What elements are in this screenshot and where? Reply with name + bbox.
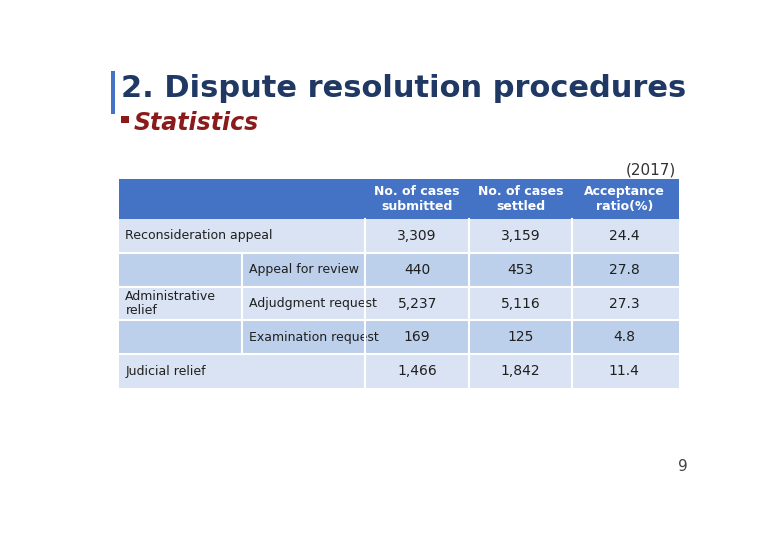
Text: 440: 440 — [404, 262, 431, 276]
FancyBboxPatch shape — [112, 71, 115, 114]
Text: 3,159: 3,159 — [501, 229, 541, 243]
Text: 24.4: 24.4 — [609, 229, 640, 243]
Text: Appeal for review: Appeal for review — [249, 263, 359, 276]
Text: Judicial relief: Judicial relief — [126, 364, 206, 378]
Text: 1,842: 1,842 — [501, 364, 541, 378]
FancyBboxPatch shape — [121, 116, 129, 123]
Text: 1,466: 1,466 — [397, 364, 437, 378]
Text: 5,116: 5,116 — [501, 296, 541, 310]
FancyBboxPatch shape — [119, 320, 679, 354]
Text: (2017): (2017) — [626, 162, 675, 177]
Text: Administrative
relief: Administrative relief — [126, 289, 216, 318]
Text: 125: 125 — [508, 330, 534, 345]
Text: No. of cases
settled: No. of cases settled — [478, 185, 563, 213]
Text: 3,309: 3,309 — [398, 229, 437, 243]
FancyBboxPatch shape — [119, 253, 679, 287]
FancyBboxPatch shape — [119, 354, 679, 388]
Text: Statistics: Statistics — [133, 111, 258, 136]
Text: Reconsideration appeal: Reconsideration appeal — [126, 230, 273, 242]
Text: 453: 453 — [508, 262, 534, 276]
Text: 27.3: 27.3 — [609, 296, 640, 310]
Text: Acceptance
ratio(%): Acceptance ratio(%) — [583, 185, 665, 213]
FancyBboxPatch shape — [119, 219, 679, 253]
Text: 11.4: 11.4 — [608, 364, 640, 378]
Text: 4.8: 4.8 — [613, 330, 635, 345]
Text: Adjudgment request: Adjudgment request — [249, 297, 377, 310]
FancyBboxPatch shape — [119, 179, 679, 219]
Text: Examination request: Examination request — [249, 331, 378, 344]
Text: 5,237: 5,237 — [398, 296, 437, 310]
Text: 27.8: 27.8 — [609, 262, 640, 276]
Text: 2. Dispute resolution procedures: 2. Dispute resolution procedures — [121, 75, 686, 103]
Text: No. of cases
submitted: No. of cases submitted — [374, 185, 460, 213]
Text: 169: 169 — [404, 330, 431, 345]
FancyBboxPatch shape — [119, 287, 679, 320]
Text: 9: 9 — [679, 460, 688, 475]
